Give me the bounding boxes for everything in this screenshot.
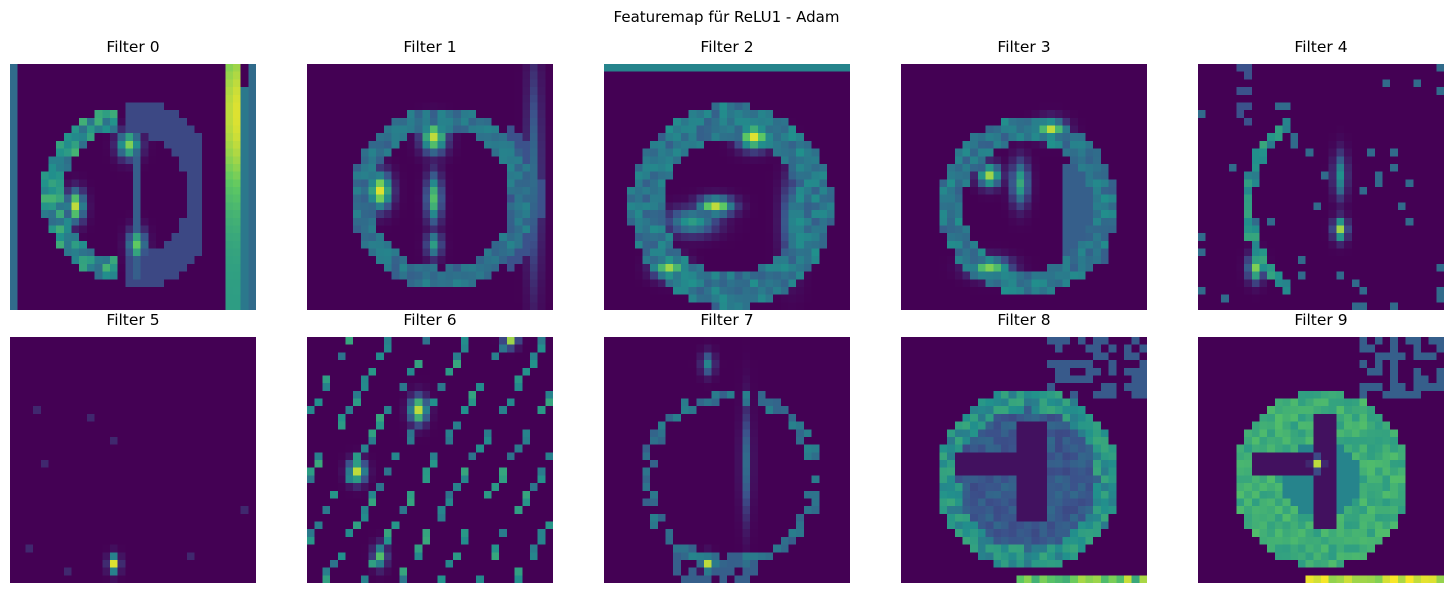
filter-panel-9: Filter 9 (1198, 310, 1444, 583)
filter-panel-2: Filter 2 (604, 37, 850, 310)
filter-panel-6: Filter 6 (307, 310, 553, 583)
filter-panel-7: Filter 7 (604, 310, 850, 583)
feature-map-8 (901, 337, 1147, 583)
filter-panel-5: Filter 5 (10, 310, 256, 583)
filter-title-5: Filter 5 (106, 311, 160, 329)
filter-panel-1: Filter 1 (307, 37, 553, 310)
filter-title-3: Filter 3 (997, 38, 1051, 56)
filter-title-9: Filter 9 (1294, 311, 1348, 329)
filter-title-8: Filter 8 (997, 311, 1051, 329)
filter-title-4: Filter 4 (1294, 38, 1348, 56)
feature-map-3 (901, 64, 1147, 310)
filter-title-6: Filter 6 (403, 311, 457, 329)
filter-title-1: Filter 1 (403, 38, 457, 56)
filter-panel-0: Filter 0 (10, 37, 256, 310)
feature-map-9 (1198, 337, 1444, 583)
feature-map-4 (1198, 64, 1444, 310)
filter-panel-8: Filter 8 (901, 310, 1147, 583)
feature-map-0 (10, 64, 256, 310)
filter-panel-3: Filter 3 (901, 37, 1147, 310)
feature-map-5 (10, 337, 256, 583)
feature-map-2 (604, 64, 850, 310)
filter-panel-4: Filter 4 (1198, 37, 1444, 310)
feature-map-6 (307, 337, 553, 583)
filter-title-2: Filter 2 (700, 38, 754, 56)
filter-title-0: Filter 0 (106, 38, 160, 56)
figure-title: Featuremap für ReLU1 - Adam (613, 8, 840, 26)
feature-map-1 (307, 64, 553, 310)
filter-title-7: Filter 7 (700, 311, 754, 329)
feature-map-7 (604, 337, 850, 583)
